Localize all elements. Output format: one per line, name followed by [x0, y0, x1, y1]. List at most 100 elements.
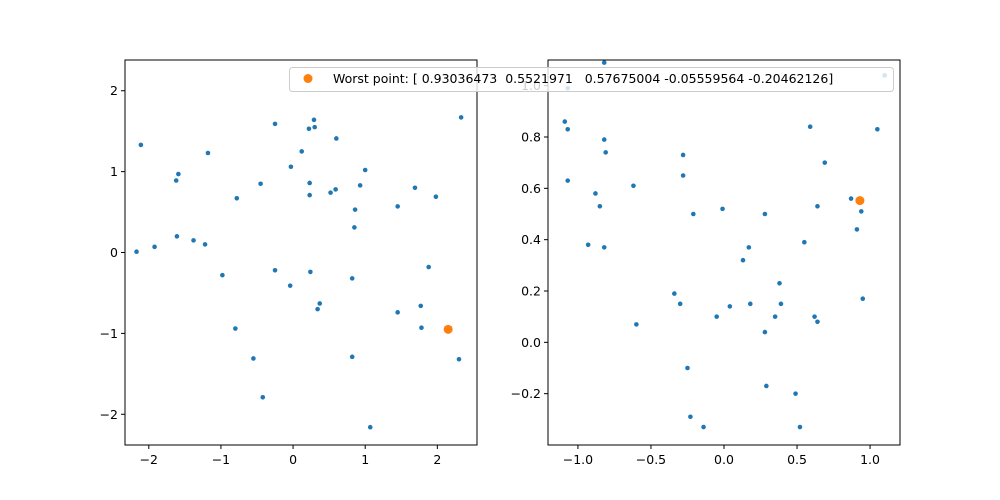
- right-data-point: [812, 314, 817, 319]
- right-data-point: [762, 329, 768, 335]
- left-data-point: [138, 142, 144, 148]
- legend-box: [289, 67, 894, 92]
- right-data-point: [727, 304, 733, 309]
- right-data-point: [822, 160, 828, 165]
- left-x-tick-label: 1: [361, 452, 369, 467]
- left-x-tick-label: 2: [433, 452, 441, 467]
- right-y-tick-label: 0.0: [521, 335, 541, 350]
- left-y-tick-label: −1: [100, 326, 118, 341]
- right-data-point: [593, 191, 598, 196]
- left-data-point: [357, 183, 363, 188]
- right-data-point: [680, 152, 686, 158]
- left-data-point: [288, 164, 294, 170]
- left-data-point: [311, 117, 317, 123]
- right-data-point: [714, 314, 719, 319]
- left-data-point: [418, 303, 424, 309]
- right-data-point: [672, 291, 677, 296]
- right-x-tick-label: 1.0: [860, 452, 880, 467]
- right-data-point: [634, 322, 639, 327]
- left-data-point: [458, 115, 464, 120]
- right-y-tick-label: −0.2: [511, 386, 541, 401]
- right-data-point: [565, 127, 571, 132]
- left-x-tick-label: −1: [212, 452, 230, 467]
- right-data-point: [585, 242, 591, 248]
- right-data-point: [875, 127, 880, 132]
- right-data-point: [685, 365, 690, 371]
- left-data-point: [260, 394, 266, 400]
- left-data-point: [220, 272, 225, 278]
- left-data-point: [287, 283, 293, 288]
- legend-label: Worst point: [ 0.93036473 0.5521971 0.57…: [333, 71, 833, 86]
- left-data-point: [362, 167, 368, 173]
- left-data-point: [234, 196, 240, 201]
- left-data-point: [176, 171, 181, 177]
- right-data-point: [688, 414, 693, 420]
- left-scatter-plot: −2 −1 0 1 2 −2 −1 0 1 2: [100, 59, 478, 467]
- left-y-tick-label: −2: [100, 407, 118, 422]
- right-data-point: [854, 227, 860, 232]
- right-data-point: [858, 209, 864, 214]
- right-y-tick-label: 0.2: [521, 284, 541, 299]
- right-x-tick-label: −1.0: [563, 452, 593, 467]
- right-data-point: [815, 204, 820, 209]
- right-data-point: [778, 301, 784, 307]
- left-data-point: [419, 325, 424, 331]
- left-data-point: [307, 192, 312, 198]
- right-y-tick-label: 0.4: [521, 232, 541, 247]
- right-data-point: [848, 196, 854, 201]
- right-data-point: [740, 257, 746, 263]
- left-data-point: [202, 242, 208, 247]
- left-data-point: [306, 126, 312, 132]
- right-data-point: [764, 383, 769, 389]
- left-data-point: [272, 267, 278, 273]
- right-data-point: [797, 424, 803, 430]
- left-data-point: [317, 301, 323, 306]
- right-x-tick-label: 0.0: [714, 452, 734, 467]
- right-data-point: [747, 301, 753, 307]
- left-data-point: [205, 150, 211, 156]
- left-data-point: [456, 356, 462, 362]
- left-data-point: [312, 124, 318, 130]
- right-data-point: [601, 137, 607, 142]
- left-worst-point: [443, 324, 453, 334]
- right-data-point: [677, 301, 683, 307]
- legend: Worst point: [ 0.93036473 0.5521971 0.57…: [289, 67, 894, 92]
- left-data-point: [334, 136, 339, 141]
- right-data-point: [631, 183, 636, 189]
- left-data-point: [412, 185, 418, 191]
- legend-worst-point-marker: [303, 74, 313, 83]
- left-data-point: [352, 207, 358, 212]
- right-x-tick-label: 0.5: [787, 452, 807, 467]
- right-data-point: [762, 211, 768, 217]
- right-data-point: [601, 245, 607, 250]
- left-data-point: [173, 178, 179, 183]
- left-data-point: [426, 264, 431, 270]
- left-data-point: [152, 244, 157, 250]
- right-x-tick-label: −0.5: [636, 452, 666, 467]
- left-data-point: [272, 121, 278, 127]
- right-data-point: [597, 204, 603, 209]
- left-x-tick-label: 0: [289, 452, 297, 467]
- right-worst-point: [855, 196, 865, 206]
- left-data-point: [308, 269, 313, 275]
- right-data-point: [746, 245, 752, 250]
- left-data-point: [349, 276, 355, 281]
- left-data-point: [367, 424, 373, 430]
- left-data-point: [134, 249, 139, 254]
- left-data-point: [315, 306, 320, 312]
- left-data-point: [174, 234, 180, 239]
- right-data-point: [860, 296, 866, 302]
- right-data-point: [802, 239, 807, 245]
- left-data-point: [307, 180, 312, 186]
- left-data-point: [328, 190, 333, 195]
- left-y-tick-label: 2: [110, 83, 118, 98]
- right-data-point: [562, 119, 568, 124]
- right-data-point: [777, 281, 782, 286]
- left-data-point: [191, 238, 196, 243]
- right-data-point: [772, 314, 778, 319]
- left-data-point: [233, 326, 238, 331]
- right-data-point: [691, 211, 696, 217]
- right-data-point: [601, 60, 607, 65]
- right-data-point: [603, 150, 608, 155]
